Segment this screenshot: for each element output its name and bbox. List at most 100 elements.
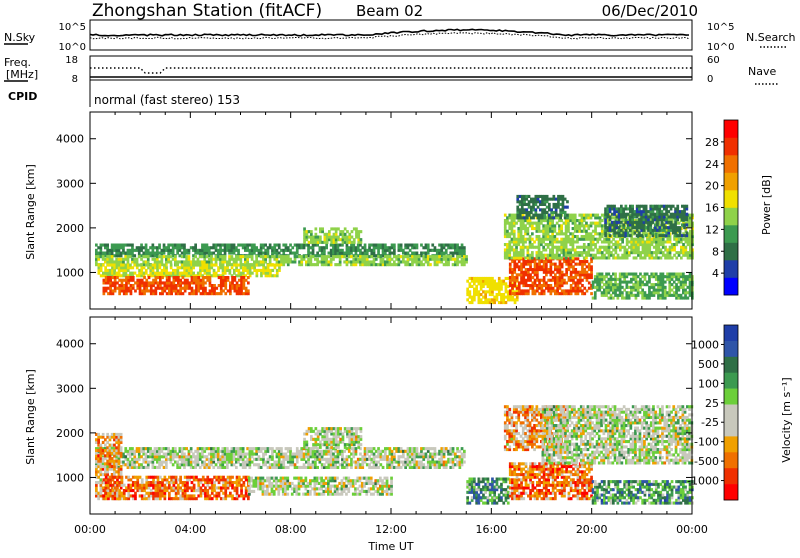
data-cell — [105, 281, 108, 284]
data-cell — [264, 255, 267, 258]
data-cell — [237, 255, 240, 258]
data-cell — [125, 269, 128, 272]
data-cell — [127, 458, 130, 461]
data-cell — [197, 289, 200, 292]
data-cell — [133, 249, 136, 252]
data-cell — [473, 277, 476, 280]
data-cell — [242, 447, 245, 450]
data-cell — [233, 252, 236, 255]
data-cell — [125, 289, 128, 292]
data-cell — [253, 453, 256, 456]
data-cell — [679, 229, 682, 232]
data-cell — [572, 254, 575, 257]
data-cell — [154, 260, 157, 263]
data-cell — [545, 224, 548, 227]
data-cell — [532, 214, 535, 217]
data-cell — [303, 463, 306, 466]
data-cell — [543, 276, 546, 279]
data-cell — [339, 230, 342, 233]
data-cell — [581, 260, 584, 263]
data-cell — [684, 281, 687, 284]
data-cell — [129, 264, 132, 267]
data-cell — [687, 251, 690, 254]
data-cell — [335, 236, 338, 239]
data-cell — [201, 447, 204, 450]
data-cell — [370, 252, 373, 255]
data-cell — [594, 281, 597, 284]
data-cell — [588, 273, 591, 276]
data-cell — [328, 233, 331, 236]
data-cell — [249, 244, 252, 247]
data-cell — [382, 263, 385, 266]
data-cell — [639, 251, 642, 254]
data-cell — [308, 241, 311, 244]
data-cell — [267, 264, 270, 267]
data-cell — [572, 240, 575, 243]
data-cell — [617, 246, 620, 249]
data-cell — [147, 461, 150, 464]
data-cell — [165, 461, 168, 464]
data-cell — [210, 266, 213, 269]
data-cell — [315, 236, 318, 239]
data-cell — [98, 266, 101, 269]
data-cell — [350, 463, 353, 466]
data-cell — [330, 258, 333, 261]
data-cell — [505, 301, 508, 304]
data-cell — [522, 265, 525, 268]
data-cell — [105, 287, 108, 290]
data-cell — [221, 463, 224, 466]
data-cell — [344, 227, 347, 230]
data-cell — [538, 238, 541, 241]
data-cell — [244, 466, 247, 469]
data-cell — [132, 279, 135, 282]
data-cell — [161, 269, 164, 272]
data-cell — [179, 289, 182, 292]
data-cell — [556, 268, 559, 271]
data-cell — [416, 244, 419, 247]
data-cell — [219, 264, 222, 267]
data-cell — [100, 269, 103, 272]
data-cell — [621, 238, 624, 241]
data-cell — [224, 255, 227, 258]
data-cell — [224, 455, 227, 458]
data-cell — [538, 219, 541, 222]
data-cell — [154, 246, 157, 249]
data-cell — [188, 272, 191, 275]
data-cell — [285, 447, 288, 450]
data-cell — [612, 248, 615, 251]
data-cell — [147, 252, 150, 255]
data-cell — [604, 215, 607, 218]
data-cell — [194, 466, 197, 469]
data-cell — [645, 210, 648, 213]
data-cell — [647, 221, 650, 224]
data-cell — [361, 455, 364, 458]
data-cell — [206, 244, 209, 247]
data-cell — [240, 292, 243, 295]
data-cell — [630, 281, 633, 284]
data-cell — [525, 268, 528, 271]
data-cell — [181, 450, 184, 453]
data-cell — [294, 260, 297, 263]
data-cell — [594, 246, 597, 249]
data-cell — [636, 234, 639, 237]
data-cell — [307, 450, 310, 453]
data-cell — [181, 260, 184, 263]
data-cell — [267, 450, 270, 453]
data-cell — [314, 455, 317, 458]
data-cell — [511, 292, 514, 295]
data-cell — [588, 265, 591, 268]
data-cell — [676, 207, 679, 210]
data-cell — [217, 447, 220, 450]
data-cell — [323, 453, 326, 456]
data-cell — [278, 266, 281, 269]
data-cell — [312, 252, 315, 255]
data-cell — [538, 248, 541, 251]
data-cell — [330, 463, 333, 466]
data-cell — [545, 260, 548, 263]
data-cell — [210, 453, 213, 456]
data-cell — [208, 264, 211, 267]
data-cell — [355, 466, 358, 469]
data-cell — [511, 287, 514, 290]
data-cell — [601, 240, 604, 243]
data-cell — [585, 216, 588, 219]
